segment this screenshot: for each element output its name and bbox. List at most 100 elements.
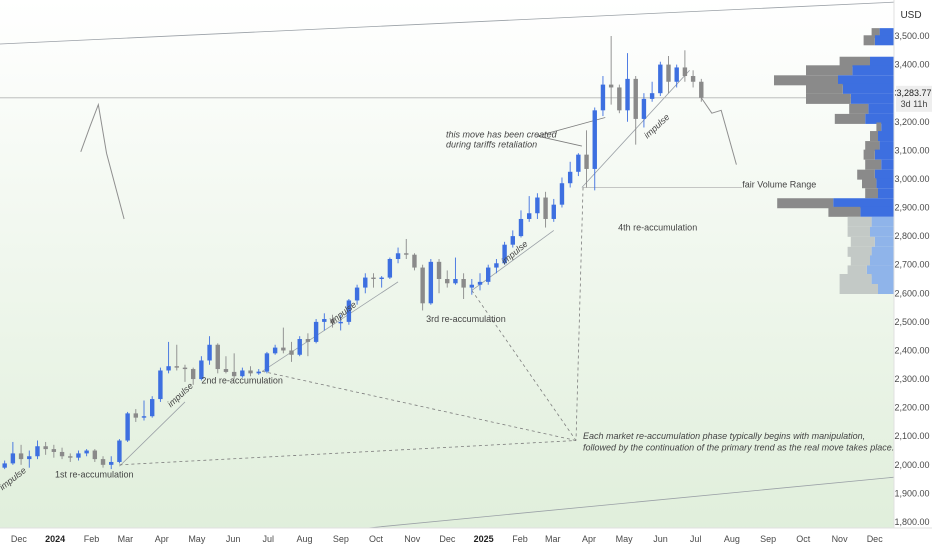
volume-profile-down (863, 149, 875, 160)
candle-up (264, 353, 270, 372)
volume-profile-down (847, 246, 872, 257)
candle-down (223, 369, 229, 372)
candle-up (641, 98, 647, 119)
candle-up (141, 416, 147, 418)
candle-down (174, 366, 179, 368)
candle-down (666, 64, 671, 82)
candle-up (486, 267, 491, 282)
candle-up (428, 261, 434, 304)
candle-up (551, 204, 556, 219)
volume-profile-up (871, 246, 894, 257)
time-axis-panel[interactable] (0, 528, 932, 550)
candle-up (592, 110, 597, 169)
volume-profile-up (838, 75, 894, 86)
volume-profile-up (842, 83, 894, 94)
currency-label[interactable]: USD (900, 10, 921, 21)
volume-profile-down (847, 216, 872, 227)
candle-up (649, 93, 655, 99)
y-tick-label: 3,400.00 (894, 60, 929, 70)
volume-profile-down (857, 169, 875, 180)
candle-down (682, 67, 688, 77)
y-tick-label: 2,900.00 (894, 203, 929, 213)
y-tick-label: 3,000.00 (894, 174, 929, 184)
candle-down (281, 347, 286, 351)
y-tick-label: 2,700.00 (894, 260, 929, 270)
y-tick-label: 2,300.00 (894, 374, 929, 384)
candle-up (477, 281, 483, 285)
x-tick-label: Aug (724, 534, 740, 544)
candle-down (190, 369, 196, 380)
candle-up (272, 347, 278, 354)
candle-up (27, 456, 32, 460)
volume-profile-down (847, 265, 867, 276)
y-tick-label: 2,600.00 (894, 288, 929, 298)
x-tick-label: 2025 (474, 534, 494, 544)
candle-up (502, 244, 507, 264)
candle-up (117, 440, 122, 462)
candle-up (469, 284, 475, 288)
volume-profile-up (833, 198, 894, 209)
candle-up (494, 263, 499, 268)
y-tick-label: 1,900.00 (894, 488, 929, 498)
candle-down (68, 456, 73, 458)
candle-up (2, 463, 7, 468)
volume-profile-up (878, 284, 894, 295)
candle-up (10, 453, 16, 464)
projection-path (80, 102, 125, 220)
y-tick-label: 2,200.00 (894, 403, 929, 413)
y-tick-label: 2,000.00 (894, 460, 929, 470)
volume-profile-up (871, 274, 894, 284)
candle-down (690, 76, 696, 82)
volume-profile-up (874, 35, 894, 46)
candle-up (297, 339, 302, 355)
volume-profile-up (881, 122, 894, 133)
annotation-reacc-4: 4th re-accumulation (618, 222, 697, 232)
trendline-support_1 (119, 401, 186, 467)
volume-profile-down (865, 188, 878, 199)
volume-profile-up (879, 141, 894, 152)
volume-profile-down (847, 226, 870, 237)
pointer-line (537, 135, 582, 147)
y-tick-label: 3,100.00 (894, 145, 929, 155)
candle-up (567, 171, 573, 184)
trendline-upper_channel (0, 1, 904, 45)
candle-down (436, 261, 442, 279)
volume-profile-up (881, 159, 894, 170)
candle-up (199, 360, 204, 380)
candle-down (420, 267, 425, 304)
volume-profile-up (870, 56, 894, 67)
candle-down (461, 279, 466, 288)
candle-up (453, 279, 458, 284)
volume-profile-down (865, 159, 882, 170)
x-tick-label: Jun (226, 534, 241, 544)
annotation-note-1: Each market re-accumulation phase typica… (583, 431, 865, 441)
volume-profile-up (870, 255, 894, 266)
x-tick-label: Dec (867, 534, 884, 544)
x-tick-label: Jul (690, 534, 702, 544)
candle-down (133, 413, 139, 418)
current-price-tag: 3,283.77 3d 11h (896, 85, 932, 112)
candle-up (158, 370, 163, 400)
candle-up (35, 446, 40, 457)
candle-up (313, 321, 319, 342)
candle-down (182, 367, 188, 370)
trendline-support_3 (471, 230, 555, 291)
candle-down (305, 339, 311, 342)
candle-up (510, 236, 515, 245)
x-tick-label: Feb (84, 534, 100, 544)
volume-profile-down (839, 56, 870, 67)
annotation-reacc-3: 3rd re-accumulation (426, 314, 506, 324)
candle-up (256, 371, 261, 374)
volume-profile-down (870, 131, 878, 142)
y-tick-label: 2,400.00 (894, 345, 929, 355)
candle-down (608, 84, 614, 88)
volume-profile-down (862, 178, 877, 189)
volume-profile-down (850, 255, 870, 266)
x-tick-label: Aug (297, 534, 313, 544)
candle-down (584, 154, 589, 169)
candle-up (322, 319, 327, 322)
volume-profile-up (868, 103, 894, 114)
volume-profile-up (876, 178, 894, 189)
volume-profile-down (871, 28, 880, 39)
